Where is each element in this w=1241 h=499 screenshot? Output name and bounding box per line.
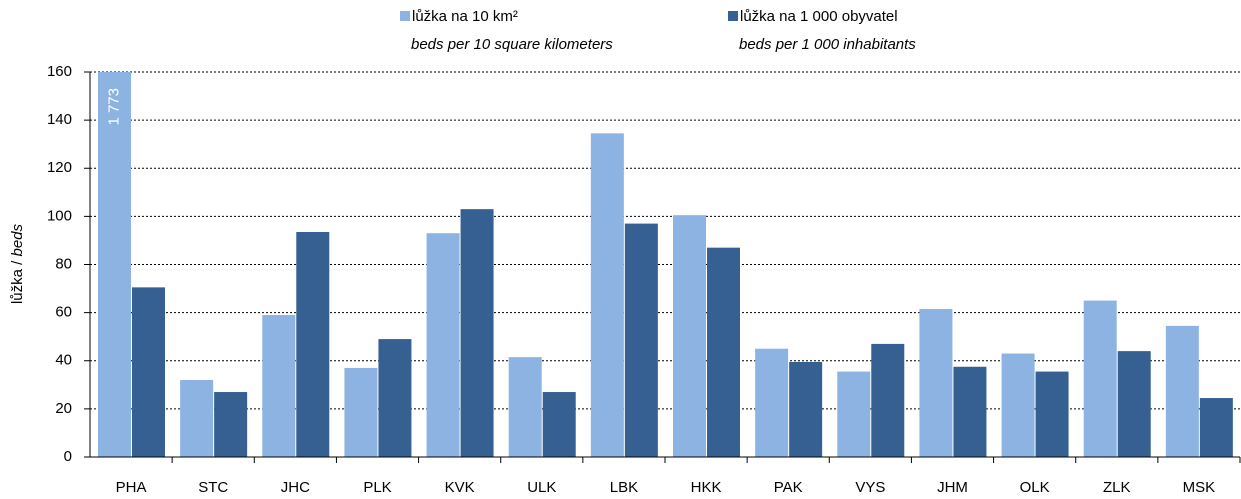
x-tick-label: KVK xyxy=(445,479,475,496)
bar xyxy=(624,223,658,457)
bar xyxy=(344,367,378,457)
x-tick-label: PAK xyxy=(774,479,803,496)
x-tick-label: ZLK xyxy=(1103,479,1131,496)
bar xyxy=(378,339,412,457)
legend-label-en: beds per 10 square kilometers xyxy=(411,36,613,53)
x-tick-label: STC xyxy=(198,479,228,496)
bar xyxy=(1165,325,1199,457)
bar xyxy=(1117,351,1151,457)
bar xyxy=(98,72,131,457)
y-tick-label: 40 xyxy=(55,352,72,369)
legend-swatch xyxy=(400,11,410,21)
bar xyxy=(460,209,494,457)
y-tick-label: 140 xyxy=(47,111,72,128)
x-tick-label: PHA xyxy=(116,479,147,496)
bar xyxy=(673,215,706,457)
bar xyxy=(1083,300,1117,457)
y-tick-label: 20 xyxy=(55,400,72,417)
legend-label: lůžka na 1 000 obyvatel xyxy=(740,8,898,25)
x-tick-label: JHM xyxy=(937,479,968,496)
bar xyxy=(755,348,789,457)
bar xyxy=(953,366,987,457)
y-tick-label: 80 xyxy=(55,255,72,272)
legend-label-en: beds per 1 000 inhabitants xyxy=(739,36,916,53)
y-tick-label: 120 xyxy=(47,159,72,176)
y-label-en: beds xyxy=(9,223,26,256)
bar xyxy=(262,315,296,457)
bar xyxy=(1001,353,1035,457)
y-tick-label: 60 xyxy=(55,304,72,321)
x-tick-label: PLK xyxy=(363,479,391,496)
x-tick-label: ULK xyxy=(527,479,556,496)
bar xyxy=(707,247,740,457)
bar xyxy=(296,232,330,457)
bar xyxy=(789,361,823,457)
plot-area xyxy=(98,72,1233,457)
bar xyxy=(214,392,248,457)
bar xyxy=(132,287,165,457)
x-tick-label: OLK xyxy=(1020,479,1050,496)
legend-label: lůžka na 10 km² xyxy=(412,8,518,25)
bar xyxy=(542,392,576,457)
x-tick-label: JHC xyxy=(281,479,310,496)
y-tick-label: 160 xyxy=(47,63,72,80)
x-tick-label: MSK xyxy=(1183,479,1216,496)
y-axis-label: lůžka / beds xyxy=(9,223,26,304)
x-tick-label: LBK xyxy=(610,479,638,496)
y-label-cs: lůžka / xyxy=(9,260,26,304)
x-tick-label: HKK xyxy=(691,479,722,496)
bar xyxy=(837,371,871,457)
legend-swatch xyxy=(728,11,738,21)
bar xyxy=(426,233,460,457)
bar xyxy=(919,309,953,457)
bar xyxy=(871,343,905,457)
y-tick-label: 0 xyxy=(64,448,72,465)
y-tick-label: 100 xyxy=(47,207,72,224)
bar xyxy=(1199,398,1233,457)
bar xyxy=(180,380,214,457)
bar xyxy=(508,357,542,457)
bar xyxy=(590,133,624,457)
x-tick-label: VYS xyxy=(855,479,885,496)
value-label: 1 773 xyxy=(105,88,122,126)
bar xyxy=(1035,371,1069,457)
